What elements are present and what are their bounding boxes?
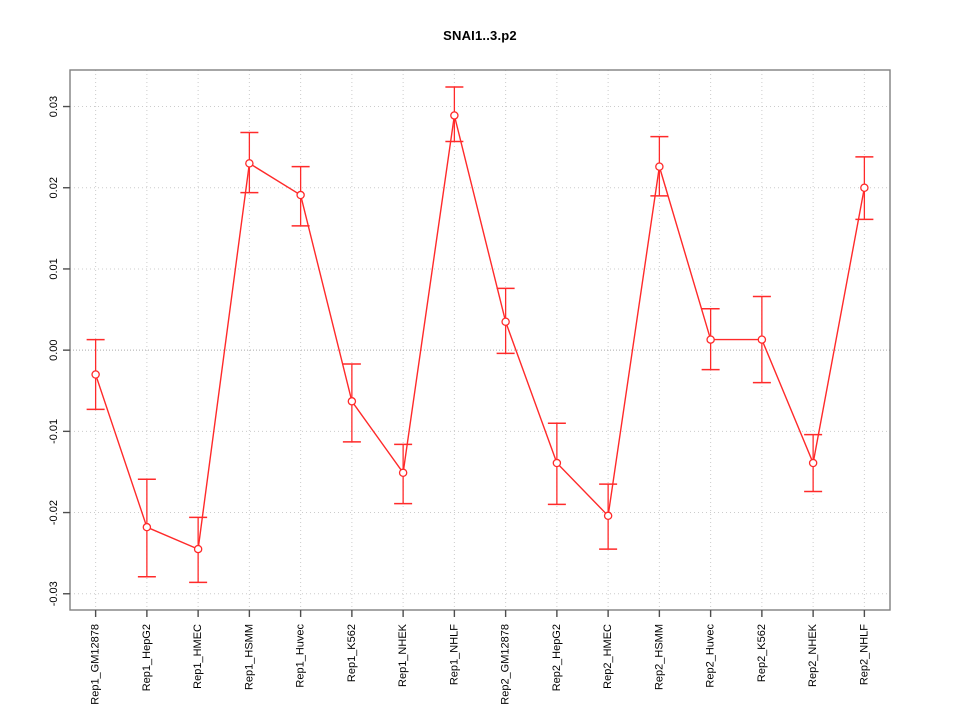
x-tick-label: Rep1_K562	[346, 624, 358, 682]
y-tick-label: 0.02	[48, 177, 60, 198]
x-axis-ticks	[94, 610, 866, 617]
x-tick-label: Rep2_HMEC	[602, 624, 614, 689]
data-point-marker	[245, 159, 254, 168]
data-point-marker	[603, 511, 613, 521]
chart-title: SNAI1..3.p2	[443, 28, 517, 43]
x-tick-label: Rep2_GM12878	[500, 624, 512, 705]
data-point-marker	[655, 162, 664, 171]
x-tick-label: Rep1_Huvec	[295, 624, 307, 688]
x-tick-label: Rep1_HMEC	[192, 624, 204, 689]
y-tick-label: 0.01	[48, 258, 60, 279]
x-tick-label: Rep1_HepG2	[141, 624, 153, 691]
data-point-marker	[296, 190, 305, 200]
x-tick-label: Rep2_HepG2	[551, 624, 563, 691]
data-point-marker	[450, 111, 459, 120]
error-bars	[86, 86, 874, 584]
y-tick-label: -0.03	[48, 581, 60, 606]
y-tick-label: 0.03	[48, 96, 60, 117]
x-tick-label: Rep1_NHEK	[397, 623, 409, 687]
data-point-marker	[552, 458, 562, 468]
x-tick-label: Rep2_HSMM	[653, 624, 665, 690]
y-tick-label: -0.01	[48, 419, 60, 444]
data-markers	[91, 111, 869, 554]
plot-frame	[69, 69, 891, 611]
x-axis-tick-labels: Rep1_GM12878 Rep1_HepG2 Rep1_HMEC Rep1_HSMM…	[90, 623, 871, 704]
data-point-marker	[193, 544, 203, 554]
x-tick-label: Rep1_GM12878	[90, 624, 102, 705]
x-tick-label: Rep2_Huvec	[705, 624, 717, 688]
data-point-marker	[706, 335, 715, 344]
data-point-marker	[347, 397, 357, 406]
axes-border	[69, 69, 891, 611]
y-axis-tick-labels: 0.03 0.02 0.01 0.00 -0.01 -0.02 -0.03	[48, 96, 60, 606]
data-point-marker	[501, 317, 510, 326]
data-point-marker	[808, 458, 818, 468]
data-point-marker	[398, 468, 408, 478]
x-tick-label: Rep2_K562	[756, 624, 768, 682]
x-tick-label: Rep2_NHLF	[858, 624, 870, 685]
y-axis-ticks	[63, 105, 70, 595]
data-point-marker	[91, 370, 100, 379]
x-tick-label: Rep1_NHLF	[448, 624, 460, 685]
data-point-marker	[860, 183, 869, 192]
data-point-marker	[142, 522, 152, 532]
y-tick-label: -0.02	[48, 500, 60, 525]
series-polyline	[94, 115, 866, 551]
y-tick-label: 0.00	[48, 339, 60, 360]
data-line	[94, 115, 866, 551]
data-point-marker	[757, 335, 767, 344]
gridlines	[70, 70, 890, 610]
x-tick-label: Rep2_NHEK	[807, 623, 819, 687]
x-tick-label: Rep1_HSMM	[243, 624, 255, 690]
